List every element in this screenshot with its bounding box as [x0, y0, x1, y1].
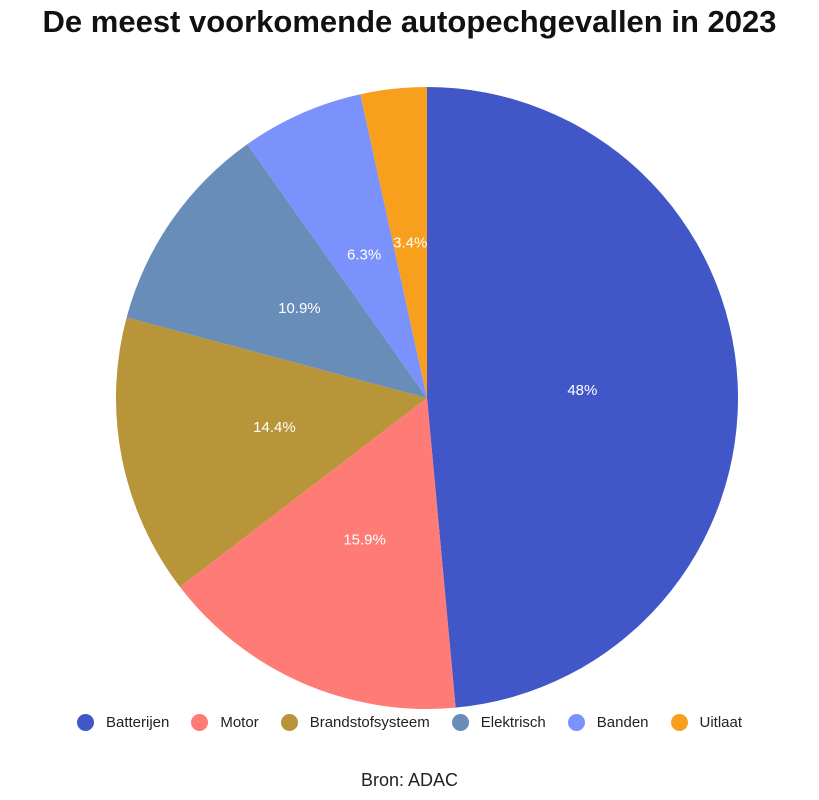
slice-label-brandstofsysteem: 14.4%: [253, 419, 296, 436]
legend-swatch: [451, 714, 469, 731]
legend-item-motor: Motor: [191, 714, 259, 731]
legend-swatch: [567, 714, 585, 731]
pie-slice-motor: [179, 398, 456, 709]
legend-swatch: [76, 714, 94, 731]
pie-slice-elektrisch: [126, 144, 428, 398]
legend-item-elektrisch: Elektrisch: [451, 714, 546, 731]
legend-item-banden: Banden: [567, 714, 649, 731]
pie-slices: [116, 87, 738, 709]
legend: Batterijen Motor Brandstofsysteem Elektr…: [0, 714, 819, 731]
source-note: Bron: ADAC: [360, 770, 459, 790]
pie-slice-brandstofsysteem: [116, 317, 427, 587]
slice-label-elektrisch: 10.9%: [278, 300, 321, 317]
legend-label: Motor: [220, 714, 259, 731]
slice-label-banden: 6.3%: [347, 247, 381, 264]
legend-label: Banden: [596, 714, 649, 731]
legend-label: Elektrisch: [480, 714, 546, 731]
legend-item-brandstofsysteem: Brandstofsysteem: [280, 714, 430, 731]
slice-label-batterijen: 48%: [567, 382, 597, 399]
legend-swatch: [191, 714, 209, 731]
pie-slice-labels: 48% 15.9% 14.4% 10.9% 6.3% 3.4%: [253, 234, 597, 548]
legend-item-uitlaat: Uitlaat: [670, 714, 743, 731]
chart-title: De meest voorkomende autopechgevallen in…: [42, 4, 777, 39]
slice-label-uitlaat: 3.4%: [393, 234, 427, 251]
legend-swatch: [670, 714, 688, 731]
legend-item-batterijen: Batterijen: [76, 714, 170, 731]
legend-label: Brandstofsysteem: [309, 714, 430, 731]
pie-slice-batterijen: [427, 87, 738, 708]
legend-label: Uitlaat: [699, 714, 743, 731]
legend-swatch: [280, 714, 298, 731]
pie-slice-uitlaat: [360, 87, 427, 398]
slice-label-motor: 15.9%: [343, 531, 386, 548]
legend-label: Batterijen: [105, 714, 170, 731]
pie-slice-banden: [247, 94, 427, 398]
